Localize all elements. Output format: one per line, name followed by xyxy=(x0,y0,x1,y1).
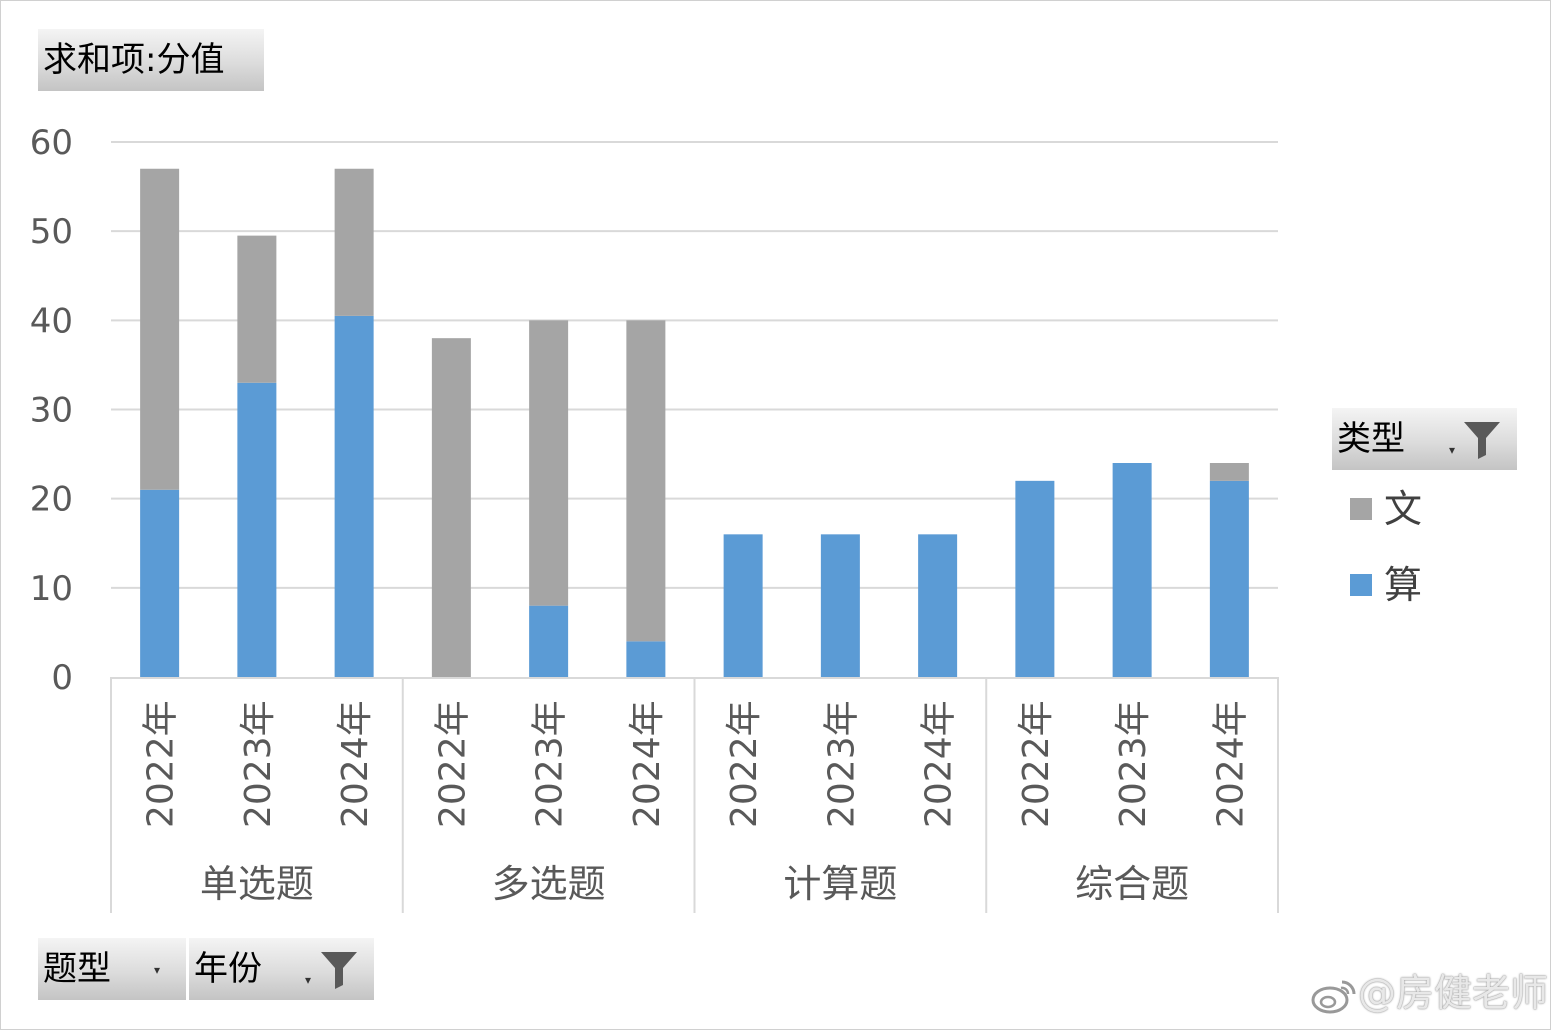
axis-field-button-year[interactable]: 年份 ▾ xyxy=(189,938,374,1000)
bar-segment xyxy=(820,534,860,677)
legend-swatch xyxy=(1350,574,1372,596)
group-label: 单选题 xyxy=(200,862,314,906)
bar-segment xyxy=(626,641,666,677)
x-tick-label: 2023年 xyxy=(1113,700,1154,828)
axis-field-label: 题型 xyxy=(43,949,111,989)
y-tick-label: 20 xyxy=(30,480,73,520)
x-tick-label: 2022年 xyxy=(141,700,182,828)
x-tick-label: 2022年 xyxy=(432,700,473,828)
bar-segment xyxy=(237,235,277,383)
bar-segment xyxy=(237,382,277,677)
bar-segment xyxy=(334,168,374,316)
watermark-text: @房健老师 xyxy=(1358,971,1549,1015)
filter-funnel-icon[interactable] xyxy=(1462,419,1502,459)
x-tick-label: 2024年 xyxy=(627,700,668,828)
group-label: 综合题 xyxy=(1075,862,1189,906)
y-tick-label: 10 xyxy=(30,569,73,609)
x-tick-label: 2023年 xyxy=(530,700,571,828)
filter-funnel-icon[interactable] xyxy=(319,949,359,989)
y-tick-label: 50 xyxy=(30,212,73,252)
bar-segment xyxy=(529,605,569,677)
dropdown-arrow-icon[interactable]: ▾ xyxy=(305,973,312,987)
bar-segment xyxy=(1112,463,1152,677)
bar-segment xyxy=(529,320,569,606)
group-label: 计算题 xyxy=(783,862,897,906)
x-tick-label: 2024年 xyxy=(1210,700,1251,828)
axis-field-label: 年份 xyxy=(194,949,262,989)
dropdown-arrow-icon[interactable]: ▾ xyxy=(154,963,161,977)
y-tick-label: 30 xyxy=(30,391,73,431)
bar-segment xyxy=(723,534,763,677)
value-field-button[interactable]: 求和项:分值 xyxy=(38,29,264,91)
bar-segment xyxy=(140,489,180,677)
x-tick-label: 2022年 xyxy=(724,700,765,828)
x-tick-label: 2024年 xyxy=(335,700,376,828)
watermark: @房健老师 xyxy=(1310,968,1548,1018)
x-tick-label: 2023年 xyxy=(238,700,279,828)
legend-label: 文 xyxy=(1384,487,1423,531)
y-tick-label: 40 xyxy=(30,301,73,341)
x-tick-label: 2024年 xyxy=(919,700,960,828)
legend-field-label: 类型 xyxy=(1337,419,1405,459)
bar-segment xyxy=(140,168,180,490)
axis-field-button-type[interactable]: 题型 ▾ xyxy=(38,938,186,1000)
group-label: 多选题 xyxy=(492,862,606,906)
x-tick-label: 2023年 xyxy=(821,700,862,828)
bar-segment xyxy=(918,534,958,677)
bar-segment xyxy=(431,338,471,677)
bar-segment xyxy=(1209,463,1249,481)
bar-segment xyxy=(626,320,666,642)
y-tick-label: 60 xyxy=(30,123,73,163)
legend-field-button[interactable]: 类型 ▾ xyxy=(1332,408,1517,470)
weibo-logo-icon xyxy=(1311,980,1356,1013)
legend-label: 算 xyxy=(1384,563,1423,607)
dropdown-arrow-icon[interactable]: ▾ xyxy=(1449,443,1456,457)
bar-segment xyxy=(1209,480,1249,677)
bar-segment xyxy=(334,315,374,677)
bar-segment xyxy=(1015,480,1055,677)
legend-swatch xyxy=(1350,498,1372,520)
x-tick-label: 2022年 xyxy=(1016,700,1057,828)
value-field-label: 求和项:分值 xyxy=(43,40,225,80)
y-tick-label: 0 xyxy=(51,658,73,698)
